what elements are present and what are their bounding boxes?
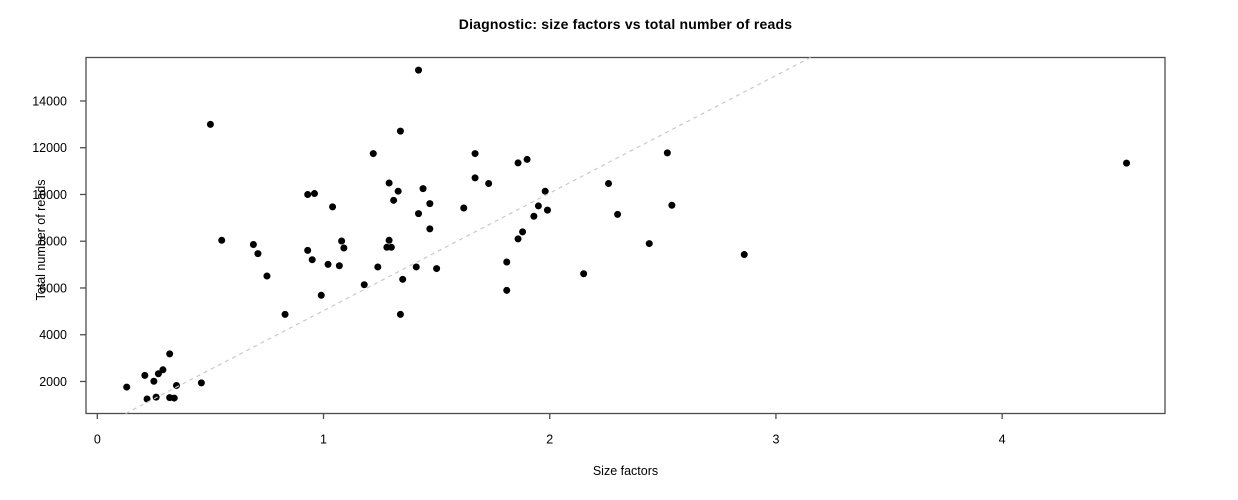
x-axis-tick-label: 3	[772, 433, 779, 447]
data-point	[360, 281, 368, 289]
x-axis-tick-label: 4	[999, 433, 1006, 447]
y-axis-tick-label: 8000	[39, 235, 67, 249]
data-point	[385, 179, 393, 187]
data-point	[338, 237, 346, 245]
data-point	[534, 202, 542, 210]
data-point	[433, 265, 441, 273]
data-point	[308, 256, 316, 264]
chart-title: Diagnostic: size factors vs total number…	[458, 16, 793, 32]
data-point	[543, 206, 551, 214]
data-point	[154, 370, 162, 378]
data-point	[541, 187, 549, 195]
data-point	[426, 225, 434, 233]
data-point	[369, 150, 377, 158]
data-point	[485, 179, 493, 187]
data-point	[123, 383, 131, 391]
data-point	[197, 379, 205, 387]
y-axis-tick-label: 2000	[39, 375, 67, 389]
data-point	[1123, 159, 1131, 167]
data-point	[580, 270, 588, 278]
data-point	[304, 190, 312, 198]
data-point	[390, 196, 398, 204]
x-axis-label: Size factors	[592, 464, 659, 478]
data-point	[419, 185, 427, 193]
data-point	[426, 200, 434, 208]
data-point	[304, 246, 312, 254]
data-point	[150, 377, 158, 385]
y-axis-tick-label: 10000	[32, 188, 67, 202]
reference-line	[125, 56, 811, 415]
data-point	[396, 310, 404, 318]
data-point	[471, 150, 479, 158]
data-point	[387, 243, 395, 251]
data-point	[503, 258, 511, 266]
data-point	[141, 371, 149, 379]
data-point	[385, 236, 393, 244]
data-point	[218, 236, 226, 244]
data-point	[374, 263, 382, 271]
data-point	[471, 174, 479, 182]
x-axis-tick-label: 2	[546, 433, 553, 447]
data-point	[329, 203, 337, 211]
y-axis-label: Total number of reads	[34, 179, 48, 301]
data-point	[324, 260, 332, 268]
data-point	[514, 235, 522, 243]
data-point	[645, 240, 653, 248]
data-point	[663, 149, 671, 157]
data-point	[159, 366, 167, 374]
data-point	[519, 228, 527, 236]
data-point	[206, 120, 214, 128]
data-point	[172, 381, 180, 389]
data-point	[335, 262, 343, 270]
data-point	[143, 395, 151, 403]
data-point	[170, 394, 178, 402]
data-point	[317, 291, 325, 299]
data-point	[605, 179, 613, 187]
data-point	[399, 275, 407, 283]
y-axis-tick-label: 12000	[32, 141, 67, 155]
y-axis-tick-label: 14000	[32, 94, 67, 108]
data-point	[530, 212, 538, 220]
data-point	[396, 127, 404, 135]
data-point	[340, 244, 348, 252]
data-point	[281, 310, 289, 318]
y-axis-tick-label: 4000	[39, 328, 67, 342]
data-point	[394, 187, 402, 195]
y-axis-tick-label: 6000	[39, 281, 67, 295]
x-axis-tick-label: 1	[320, 433, 327, 447]
data-point	[249, 240, 257, 248]
data-point	[614, 210, 622, 218]
data-point	[514, 159, 522, 167]
data-point	[254, 250, 262, 258]
data-point	[460, 204, 468, 212]
data-point	[740, 251, 748, 259]
data-point	[166, 350, 174, 358]
data-point	[523, 155, 531, 163]
plot-box	[85, 56, 1166, 415]
data-point	[415, 66, 423, 74]
data-point	[415, 210, 423, 218]
data-point	[412, 263, 420, 271]
data-point	[310, 190, 318, 198]
data-point	[263, 272, 271, 280]
data-point	[503, 286, 511, 294]
data-point	[668, 201, 676, 209]
x-axis-tick-label: 0	[94, 433, 101, 447]
